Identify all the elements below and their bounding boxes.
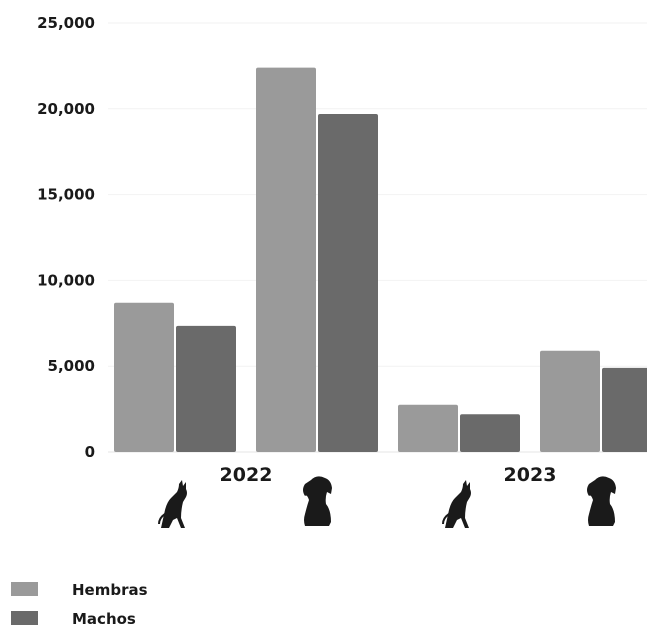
y-tick-label: 20,000 <box>37 100 95 118</box>
bar-2022-cat-hembras <box>114 302 174 452</box>
y-tick-label: 15,000 <box>37 186 95 204</box>
y-axis-ticks: 0 5,000 10,000 15,000 20,000 25,000 <box>37 14 95 461</box>
cat-icon <box>442 480 471 528</box>
legend-label-machos: Machos <box>72 610 136 627</box>
cat-icon <box>158 480 187 528</box>
y-tick-label: 25,000 <box>37 14 95 32</box>
bar-2023-dog-machos <box>602 367 647 452</box>
legend-label-hembras: Hembras <box>72 581 148 599</box>
bar-2022-dog-machos <box>318 113 378 452</box>
dog-icon <box>303 476 332 526</box>
dog-icon <box>587 476 616 526</box>
bar-2023-dog-hembras <box>540 350 600 452</box>
bars <box>114 67 647 452</box>
category-icons <box>158 476 616 528</box>
year-label: 2022 <box>220 464 273 486</box>
y-tick-label: 10,000 <box>37 271 95 289</box>
y-tick-label: 0 <box>85 443 95 461</box>
bar-2023-cat-hembras <box>398 404 458 452</box>
x-axis-labels: 2022 2023 <box>220 464 557 486</box>
bar-2022-cat-machos <box>176 325 236 452</box>
bar-2022-dog-hembras <box>256 67 316 452</box>
legend-swatch-hembras <box>11 582 38 596</box>
bar-2023-cat-machos <box>460 414 520 452</box>
legend-swatch-machos <box>11 611 38 625</box>
y-tick-label: 5,000 <box>48 357 95 375</box>
legend: Hembras Machos <box>11 581 148 627</box>
year-label: 2023 <box>504 464 557 486</box>
